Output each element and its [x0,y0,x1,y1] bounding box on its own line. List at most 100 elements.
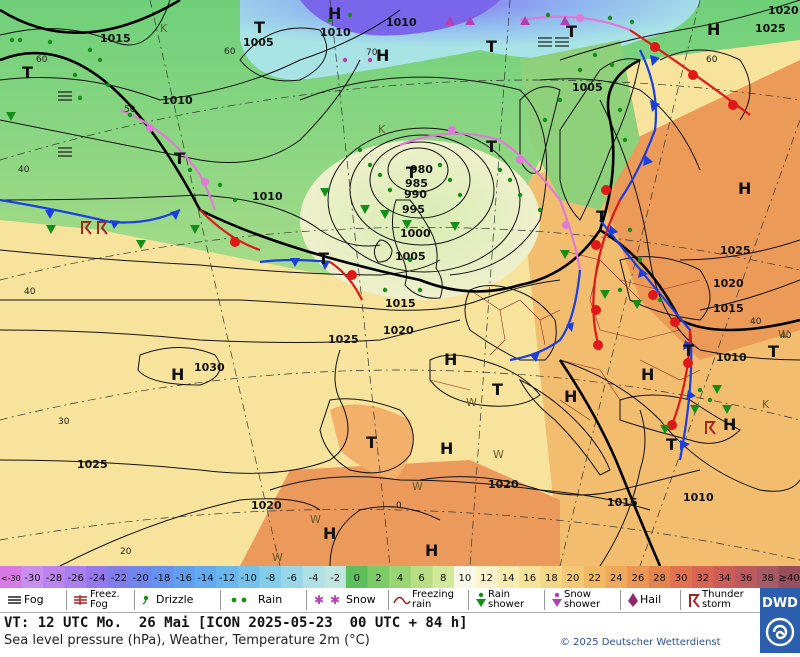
pressure-label: 980 [410,163,433,176]
pressure-label: 1020 [768,4,799,17]
scale-label: 10 [458,573,471,584]
low-pressure-center: T [366,433,377,452]
map-footer: VT: 12 UTC Mo. 26 Mai [ICON 2025-05-23 0… [0,612,760,654]
pressure-label: 1010 [386,16,417,29]
temperature-labels: 60 60 50 40 40 30 20 0 70 60 40 40 [18,47,792,557]
scale-swatch [194,566,217,588]
scale-swatch [735,566,758,588]
scale-swatch [237,566,260,588]
scale-swatch [324,566,347,588]
scale-swatch [129,566,152,588]
high-pressure-center: H [707,20,720,39]
high-pressure-center: H [564,387,577,406]
legend-separator [680,590,681,610]
legend-drizzle: Drizzle [140,588,193,612]
pressure-label: 1000 [400,227,431,240]
low-pressure-center: T [254,18,265,37]
scale-swatch [583,566,606,588]
low-pressure-center: T [683,341,694,360]
scale-swatch [627,566,650,588]
scale-swatch [21,566,44,588]
scale-label: 22 [588,573,601,584]
front-symbols [45,14,738,450]
weather-legend: Fog Freez. Fog Drizzle Rain ✱ ✱ Snow Free… [0,588,760,612]
high-pressure-center: H [738,179,751,198]
pressure-label: 1030 [194,361,225,374]
scale-label: 20 [567,573,580,584]
legend-freezing-rain: Freezing rain [392,588,462,612]
low-pressure-zone [300,140,540,300]
cold-zone-top [300,0,500,36]
legend-snow-shower: Snow shower [550,588,608,612]
scale-swatch [410,566,433,588]
scale-label: 0 [354,573,360,584]
legend-label: Freez. Fog [90,589,120,610]
pressure-label: 1015 [607,496,638,509]
k-w-markers: K K K W W W W W W [160,22,789,564]
precip-symbols [9,12,713,403]
lat-lon-grid [0,0,800,566]
low-pressure-center: T [566,22,577,41]
valid-time: VT: 12 UTC Mo. 26 Mai [ICON 2025-05-23 0… [4,615,468,631]
legend-label: Freezing rain [412,589,454,610]
legend-hail: Hail [626,588,661,612]
pressure-label: 1015 [100,32,131,45]
high-pressure-center: H [376,46,389,65]
scale-swatch [108,566,131,588]
pressure-label: 1015 [713,302,744,315]
scale-swatch [454,566,477,588]
temperature-label: 40 [24,287,36,297]
cold-air-mark: K [762,398,770,411]
weather-map: 1015 1010 1005 1010 1010 1015 1020 1025 … [0,0,800,566]
pressure-label: 1020 [383,324,414,337]
legend-label: Fog [24,593,44,606]
isobar-1015-bold [0,0,800,566]
occluded-front-north [399,132,582,271]
temperature-color-scale: <-30 -30 -28 -26 -24 -22 -20 -18 -16 -14 -12 -10 -8-… [0,566,800,588]
scale-label: 36 [740,573,753,584]
thunderstorm-icon [689,594,700,608]
scale-label: 16 [523,573,536,584]
dwd-logo: DWD [760,588,800,653]
pressure-label: 1025 [328,333,359,346]
scale-label: 8 [440,573,446,584]
pressure-label: 1005 [243,36,274,49]
low-pressure-center: T [318,249,329,268]
scale-swatch [86,566,109,588]
warm-air-mark: W [412,480,423,493]
pressure-labels: 1015 1010 1005 1010 1010 1015 1020 1025 … [77,4,799,512]
svg-text:✱: ✱ [330,593,340,607]
low-pressure-center: T [22,63,33,82]
legend-label: Rain shower [488,589,525,610]
legend-label: Snow shower [564,589,601,610]
rain-icon [231,597,247,603]
pressure-label: 1025 [77,458,108,471]
copyright: © 2025 Deutscher Wetterdienst [560,637,721,648]
scale-label: 28 [653,573,666,584]
legend-freezing-fog: Freez. Fog [72,588,122,612]
scale-swatch [64,566,87,588]
warm-air-mark: W [310,513,321,526]
scale-label: -8 [265,573,275,584]
warm-front-atlantic [199,209,261,252]
cold-front-europe [509,269,582,362]
scale-swatch [345,566,369,588]
temperature-label: 50 [124,105,136,115]
scale-swatch [713,566,736,588]
logo-text: DWD [762,596,798,611]
high-pressure-center: H [641,365,654,384]
scale-label: -22 [111,573,127,584]
temperature-label: 40 [18,165,30,175]
scale-label: <-30 [1,574,21,583]
snow-shower-icon [552,592,562,607]
low-pressure-center: T [666,435,677,454]
warm-front-balkan [668,329,692,431]
temperature-label: 40 [750,317,762,327]
warm-front-baltic [592,199,621,351]
hot-zone-africa [240,460,560,566]
low-pressure-center: T [596,207,607,226]
snow-symbols [342,16,570,63]
legend-separator [66,590,67,610]
scale-swatch [691,566,715,588]
scale-label: -4 [309,573,319,584]
